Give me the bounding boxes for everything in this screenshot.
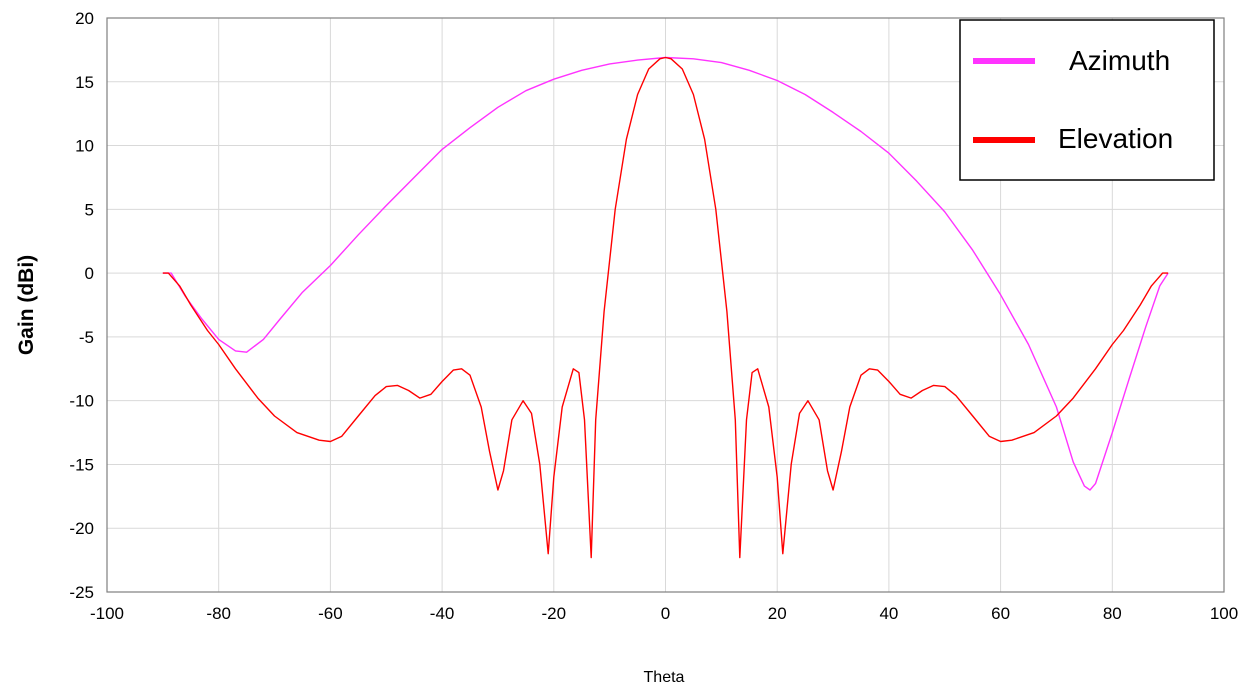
y-tick-label: -5	[79, 328, 94, 347]
y-tick-labels: -25 -20 -15 -10 -5 0 5 10 15 20	[69, 9, 94, 602]
plot-frame	[106, 17, 1225, 593]
x-tick-label: -60	[318, 604, 343, 623]
y-tick-label: 15	[75, 73, 94, 92]
x-tick-label: 100	[1210, 604, 1238, 623]
y-axis-label: Gain (dBi)	[15, 255, 38, 355]
y-tick-label: -15	[69, 455, 94, 474]
legend-label-elevation: Elevation	[1058, 123, 1173, 154]
x-tick-label: -80	[206, 604, 231, 623]
x-tick-label: 0	[661, 604, 670, 623]
x-tick-label: 80	[1103, 604, 1122, 623]
series-line-azimuth	[162, 56, 1169, 491]
series-line-elevation	[162, 56, 1169, 559]
legend: Azimuth Elevation	[959, 19, 1215, 181]
y-tick-label: -10	[69, 392, 94, 411]
legend-label-azimuth: Azimuth	[1069, 45, 1170, 76]
y-tick-label: 20	[75, 9, 94, 28]
x-axis-label: Theta	[644, 669, 685, 686]
y-tick-label: 10	[75, 137, 94, 156]
y-tick-label: -25	[69, 583, 94, 602]
y-tick-label: -20	[69, 519, 94, 538]
y-tick-label: 5	[85, 200, 94, 219]
y-tick-label: 0	[85, 264, 94, 283]
series-layer	[162, 56, 1169, 559]
legend-box	[959, 19, 1215, 181]
x-tick-label: 40	[879, 604, 898, 623]
x-tick-label: 20	[768, 604, 787, 623]
x-tick-label: -100	[90, 604, 124, 623]
x-tick-label: -20	[542, 604, 567, 623]
x-tick-label: 60	[991, 604, 1010, 623]
x-tick-label: -40	[430, 604, 455, 623]
x-tick-labels: -100 -80 -60 -40 -20 0 20 40 60 80 100	[90, 604, 1238, 623]
